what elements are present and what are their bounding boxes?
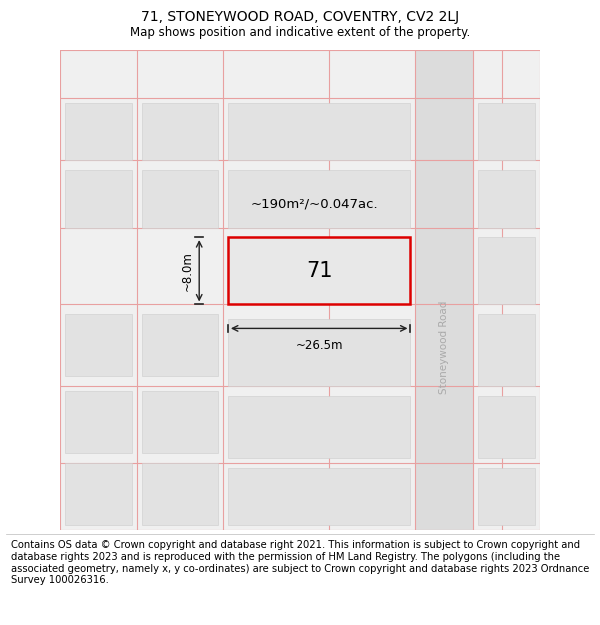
- Text: Map shows position and indicative extent of the property.: Map shows position and indicative extent…: [130, 26, 470, 39]
- Bar: [65, 314, 132, 376]
- Bar: [142, 170, 218, 227]
- Bar: [65, 391, 132, 453]
- Bar: [142, 391, 218, 453]
- Bar: [478, 238, 535, 304]
- Text: Contains OS data © Crown copyright and database right 2021. This information is : Contains OS data © Crown copyright and d…: [11, 541, 589, 585]
- Text: ~8.0m: ~8.0m: [181, 251, 193, 291]
- Bar: [142, 102, 218, 161]
- Bar: [228, 468, 410, 525]
- Bar: [228, 238, 410, 304]
- Text: 71, STONEYWOOD ROAD, COVENTRY, CV2 2LJ: 71, STONEYWOOD ROAD, COVENTRY, CV2 2LJ: [141, 10, 459, 24]
- Bar: [142, 462, 218, 525]
- Bar: [228, 170, 410, 227]
- Bar: [142, 314, 218, 376]
- Text: ~26.5m: ~26.5m: [295, 339, 343, 352]
- Bar: [478, 314, 535, 386]
- Bar: [478, 396, 535, 458]
- Bar: [478, 170, 535, 227]
- Bar: [228, 319, 410, 386]
- Text: 71: 71: [306, 261, 332, 281]
- Bar: [478, 468, 535, 525]
- Bar: [65, 170, 132, 227]
- Text: ~190m²/~0.047ac.: ~190m²/~0.047ac.: [251, 197, 378, 210]
- Bar: [65, 462, 132, 525]
- Bar: [228, 102, 410, 161]
- Bar: [65, 102, 132, 161]
- Bar: [415, 50, 473, 530]
- Bar: [478, 102, 535, 161]
- Text: Stoneywood Road: Stoneywood Road: [439, 301, 449, 394]
- Bar: [228, 396, 410, 458]
